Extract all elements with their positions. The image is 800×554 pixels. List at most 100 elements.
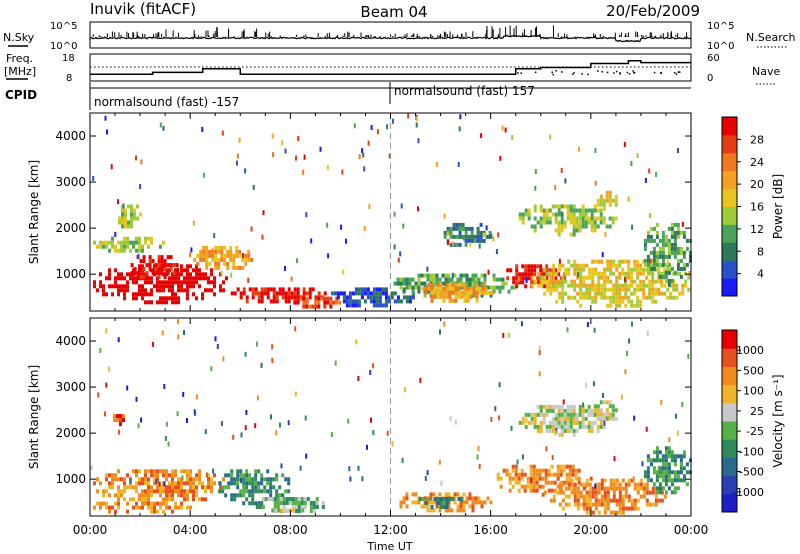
heat-cell [233, 493, 237, 498]
heat-cell [269, 299, 273, 304]
heat-cell [594, 490, 598, 495]
heat-cell [655, 486, 659, 491]
heat-cell [651, 295, 655, 300]
heat-cell [140, 417, 143, 423]
heat-cell [135, 248, 138, 253]
heat-cell [525, 417, 528, 423]
heat-cell [430, 290, 434, 295]
heat-cell [135, 485, 138, 490]
heat-cell [612, 490, 616, 495]
heat-cell [552, 498, 556, 503]
heat-cell [242, 287, 246, 292]
heat-cell [150, 489, 153, 494]
colorbar-tick-label: 8 [757, 245, 764, 258]
heat-cell [263, 485, 267, 490]
heat-cell [186, 481, 189, 486]
heat-cell [533, 416, 537, 421]
heat-cell [300, 501, 304, 505]
heat-cell [551, 424, 555, 429]
heat-cell [287, 420, 290, 426]
heat-cell [584, 208, 588, 213]
heat-cell [597, 259, 601, 264]
heat-cell [670, 450, 674, 455]
heat-cell [670, 250, 674, 255]
heat-cell [462, 492, 466, 497]
heat-cell [464, 226, 468, 231]
heat-cell [603, 420, 606, 426]
heat-cell [375, 287, 379, 292]
heat-cell [624, 259, 628, 264]
heat-cell [649, 238, 653, 243]
heat-cell [430, 298, 434, 303]
heat-cell [456, 504, 460, 509]
heat-cell [525, 278, 528, 283]
freq-unit-label: [MHz] [4, 65, 36, 78]
heat-cell [411, 500, 415, 505]
heat-cell [213, 233, 216, 239]
heat-cell [591, 494, 595, 499]
heat-cell [333, 291, 337, 296]
heat-cell [475, 282, 479, 287]
heat-cell [636, 486, 640, 491]
heat-cell [660, 399, 663, 405]
heat-cell [432, 492, 436, 497]
heat-cell [664, 490, 668, 495]
heat-cell [280, 463, 283, 469]
heat-cell [132, 280, 135, 285]
heat-cell [436, 282, 440, 287]
heat-cell [576, 275, 580, 280]
heat-cell [480, 500, 484, 505]
heat-cell [551, 428, 555, 433]
heat-cell [241, 257, 245, 262]
heat-cell [535, 488, 539, 493]
xtick-label: 00:00 [73, 523, 108, 537]
heat-cell [633, 287, 637, 292]
heat-cell [254, 423, 257, 429]
cpid-text-2: normalsound (fast) 157 [394, 84, 535, 98]
heat-cell [672, 271, 676, 276]
heat-cell [466, 290, 470, 295]
heat-cell [670, 230, 674, 235]
heat-cell [618, 259, 622, 264]
heat-cell [468, 496, 472, 501]
heat-cell [539, 428, 543, 433]
heat-cell [306, 497, 310, 501]
heat-cell [667, 226, 671, 231]
heat-cell [446, 240, 449, 246]
heat-cell [251, 485, 255, 490]
heat-cell [263, 287, 267, 292]
heat-cell [165, 421, 168, 427]
heat-cell [284, 299, 288, 304]
heat-cell [645, 283, 649, 288]
heat-cell [278, 291, 282, 296]
heat-cell [458, 126, 461, 132]
heat-cell [609, 498, 613, 503]
heat-cell [535, 476, 539, 481]
heat-cell [141, 489, 144, 494]
heat-cell [557, 224, 561, 229]
heat-cell [108, 284, 111, 289]
heat-cell [664, 278, 668, 283]
heat-cell [550, 464, 554, 469]
heat-cell [150, 469, 153, 474]
heat-cell [470, 230, 474, 235]
heat-cell [366, 291, 370, 296]
heat-cell [480, 504, 484, 509]
heat-cell [151, 259, 155, 264]
heat-cell [608, 224, 612, 229]
heat-cell [551, 408, 555, 413]
heat-cell [661, 238, 665, 243]
heat-cell [585, 382, 587, 388]
heat-cell [183, 493, 186, 498]
heat-cell [223, 253, 227, 258]
heat-cell [354, 291, 358, 296]
heat-cell [471, 496, 475, 501]
heat-cell [217, 265, 221, 270]
heat-cell [266, 481, 270, 486]
heat-cell [658, 490, 662, 495]
heat-cell [348, 291, 352, 296]
heat-cell [569, 416, 573, 421]
heat-cell [236, 485, 240, 490]
freq-ytick-top: 18 [62, 53, 75, 64]
heat-cell [163, 481, 166, 487]
